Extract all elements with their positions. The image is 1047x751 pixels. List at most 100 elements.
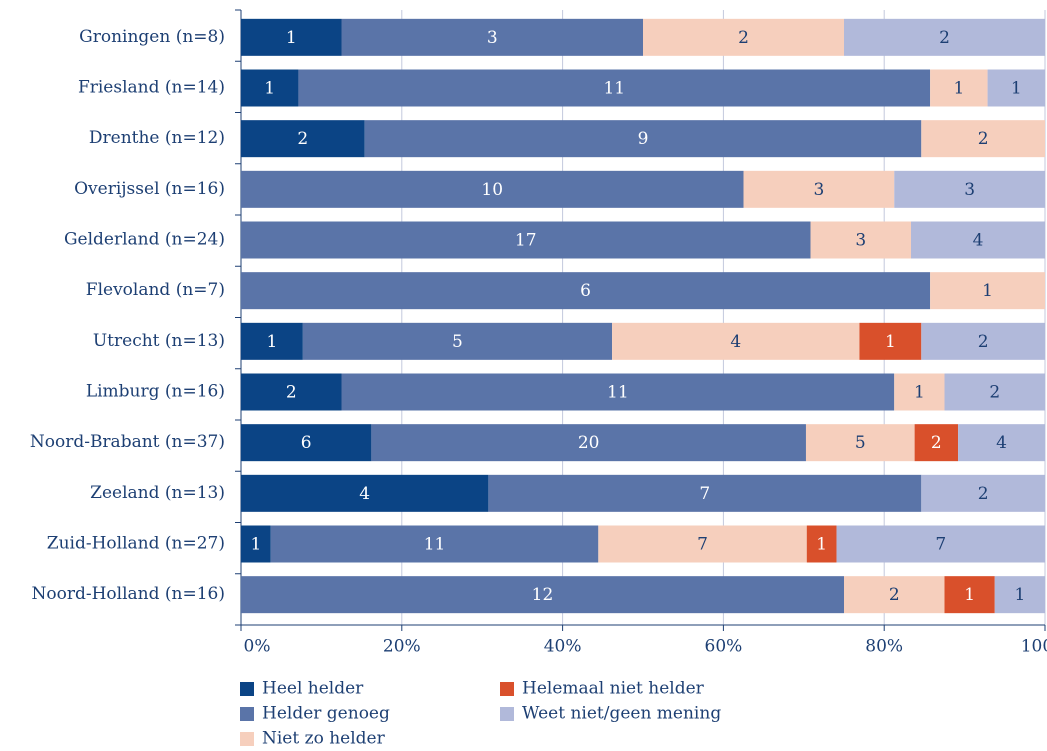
y-tick-label: Drenthe (n=12)	[89, 128, 225, 148]
data-label: 1	[982, 281, 993, 301]
data-label: 3	[813, 180, 824, 200]
bar-segment	[894, 170, 1045, 208]
data-label: 7	[699, 484, 710, 504]
data-label: 1	[250, 535, 261, 555]
data-label: 11	[603, 79, 625, 99]
bar-segment	[930, 69, 988, 107]
bar-segment	[805, 424, 915, 462]
data-label: 1	[953, 79, 964, 99]
bar-segment	[911, 221, 1045, 259]
bar-segment	[612, 322, 860, 360]
bar-segment	[241, 120, 365, 158]
bar-segment	[488, 474, 922, 512]
data-label: 2	[989, 383, 1000, 403]
bar-segment	[241, 170, 744, 208]
data-label: 9	[638, 129, 649, 149]
data-label: 1	[264, 79, 275, 99]
data-label: 1	[286, 28, 297, 48]
x-tick-label: 0%	[244, 637, 271, 657]
bar-segment	[836, 525, 1045, 563]
y-tick-label: Limburg (n=16)	[86, 382, 225, 402]
bar-segment	[341, 18, 643, 56]
bar-segment	[241, 221, 811, 259]
x-tick-label: 60%	[705, 637, 743, 657]
bar-segment	[371, 424, 806, 462]
y-tick-label: Overijssel (n=16)	[74, 179, 225, 199]
bar-segment	[944, 576, 995, 614]
data-label: 6	[301, 433, 312, 453]
data-label: 4	[359, 484, 370, 504]
data-label: 1	[885, 332, 896, 352]
bar-segment	[994, 576, 1045, 614]
data-label: 4	[973, 231, 984, 251]
bar-segment	[341, 373, 895, 411]
bar-segment	[241, 69, 299, 107]
bar-segment	[914, 424, 959, 462]
data-label: 7	[697, 535, 708, 555]
y-tick-label: Groningen (n=8)	[79, 27, 225, 47]
legend-swatch	[500, 682, 514, 696]
bar-segment	[241, 18, 342, 56]
data-label: 1	[816, 535, 827, 555]
bar-segment	[298, 69, 931, 107]
legend-swatch	[240, 682, 254, 696]
data-label: 1	[1011, 79, 1022, 99]
y-tick-label: Gelderland (n=24)	[64, 230, 225, 250]
data-label: 6	[580, 281, 591, 301]
data-label: 1	[964, 585, 975, 605]
bar-segment	[930, 272, 1045, 310]
bar-segment	[241, 272, 931, 310]
y-tick-label: Utrecht (n=13)	[93, 331, 225, 351]
bar-segment	[810, 221, 911, 259]
data-label: 3	[964, 180, 975, 200]
data-label: 10	[481, 180, 503, 200]
legend-label: Niet zo helder	[262, 729, 386, 749]
data-label: 17	[515, 231, 537, 251]
bar-segment	[844, 18, 1045, 56]
bar-segment	[894, 373, 945, 411]
data-label: 1	[267, 332, 278, 352]
data-label: 11	[607, 383, 629, 403]
y-tick-label: Zeeland (n=13)	[90, 483, 225, 503]
data-label: 2	[931, 433, 942, 453]
data-label: 4	[996, 433, 1007, 453]
x-tick-label: 20%	[383, 637, 421, 657]
legend-label: Helder genoeg	[262, 704, 390, 724]
bar-segment	[844, 576, 945, 614]
y-tick-label: Noord-Holland (n=16)	[32, 584, 226, 604]
bar-segment	[944, 373, 1045, 411]
bar-segment	[859, 322, 922, 360]
bar-segment	[921, 120, 1045, 158]
data-label: 2	[738, 28, 749, 48]
bar-segment	[241, 424, 372, 462]
data-label: 12	[532, 585, 554, 605]
bar-segment	[241, 576, 844, 614]
data-label: 3	[855, 231, 866, 251]
data-label: 2	[286, 383, 297, 403]
bar-segment	[598, 525, 807, 563]
legend-label: Heel helder	[262, 679, 364, 699]
data-label: 5	[855, 433, 866, 453]
bar-segment	[241, 525, 271, 563]
data-label: 3	[487, 28, 498, 48]
bar-segment	[958, 424, 1045, 462]
y-tick-label: Friesland (n=14)	[78, 78, 225, 98]
x-tick-label: 100%	[1021, 637, 1047, 657]
bar-segment	[921, 322, 1045, 360]
bar-segment	[270, 525, 599, 563]
y-tick-label: Noord-Brabant (n=37)	[30, 432, 225, 452]
legend-label: Weet niet/geen mening	[522, 704, 721, 724]
bar-segment	[643, 18, 844, 56]
data-label: 1	[914, 383, 925, 403]
bar-segment	[743, 170, 895, 208]
legend-swatch	[500, 707, 514, 721]
bar-segment	[987, 69, 1045, 107]
y-tick-label: Flevoland (n=7)	[86, 280, 225, 300]
bar-segment	[241, 474, 489, 512]
data-label: 2	[978, 484, 989, 504]
bar-segment	[364, 120, 922, 158]
data-label: 7	[935, 535, 946, 555]
bar-segment	[241, 322, 303, 360]
bar-segment	[921, 474, 1045, 512]
